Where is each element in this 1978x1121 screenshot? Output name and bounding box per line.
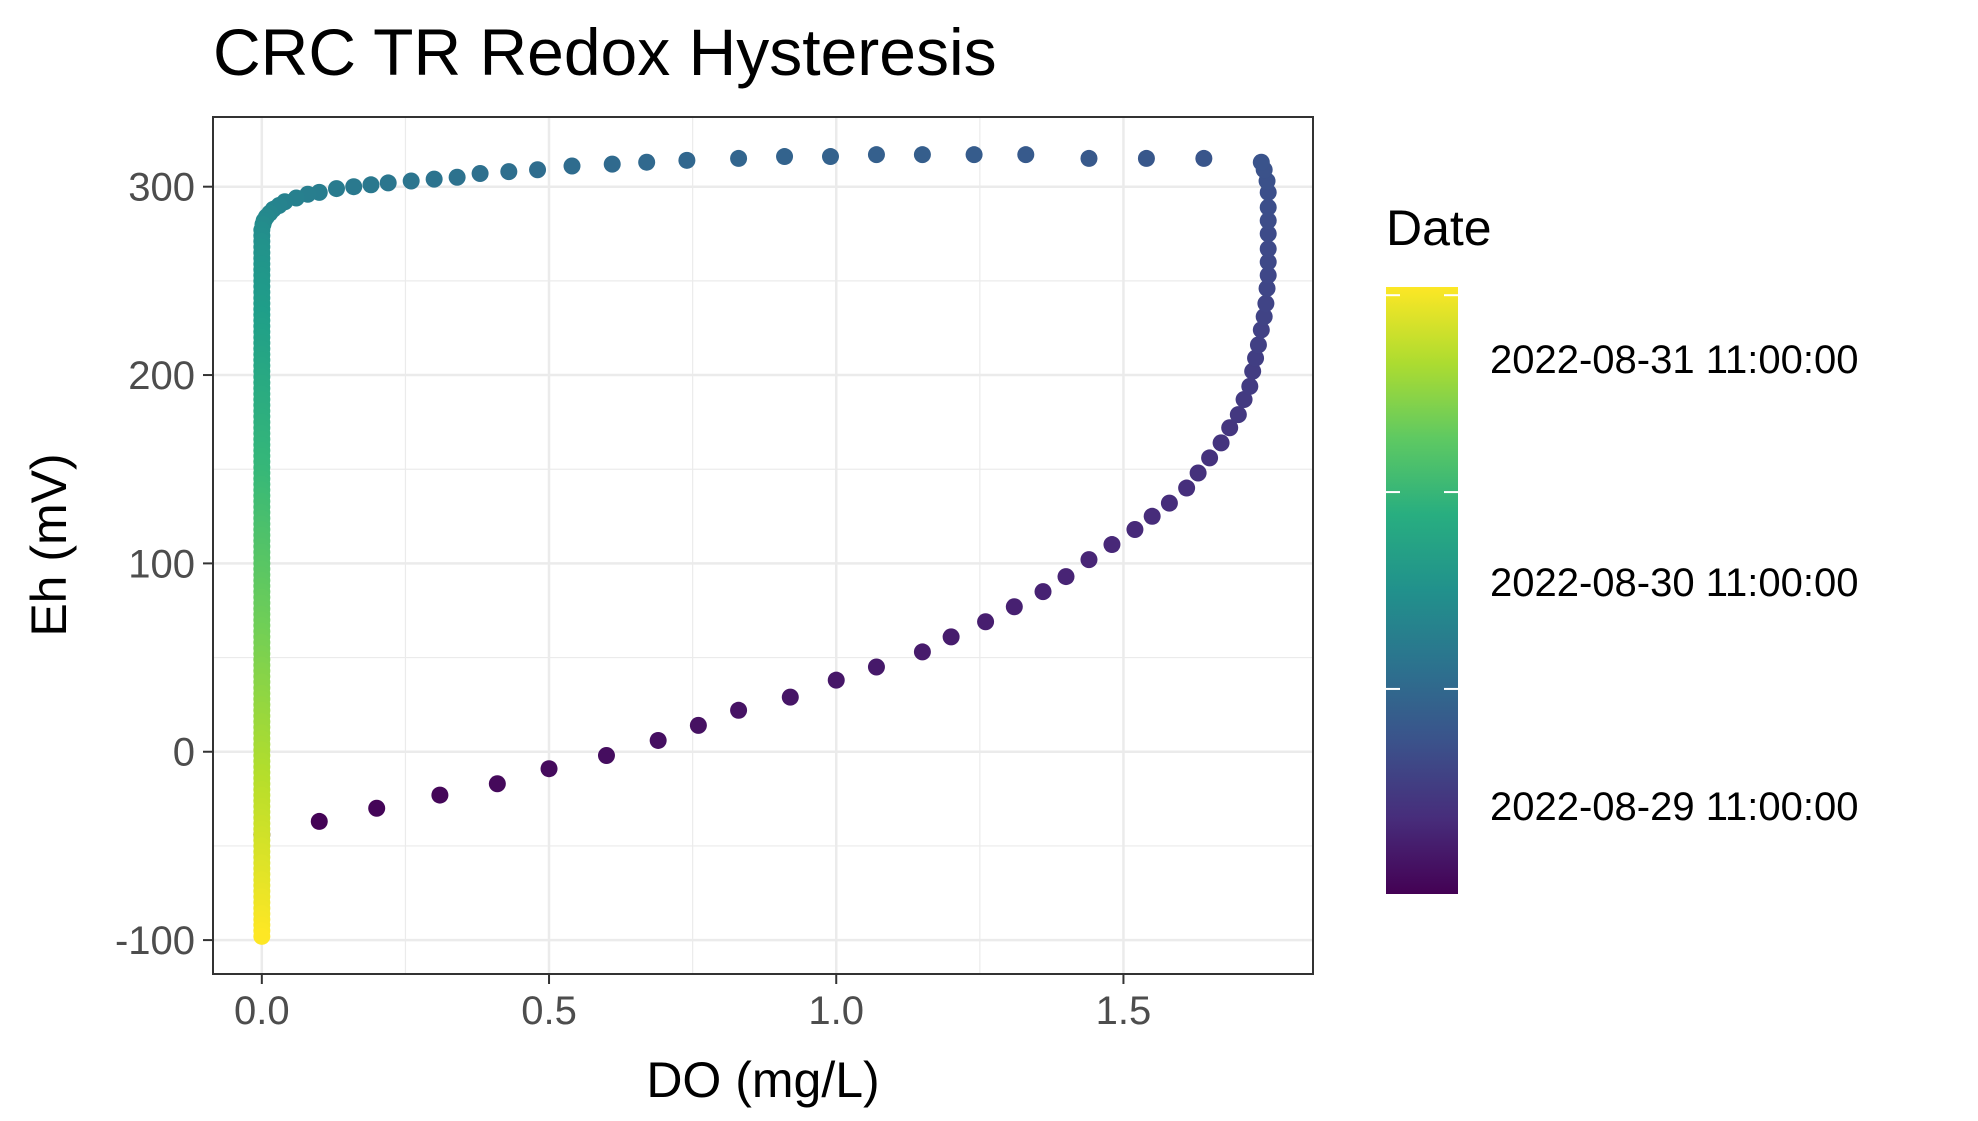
data-point bbox=[1017, 146, 1035, 164]
legend-label-2022-08-31: 2022-08-31 11:00:00 bbox=[1490, 338, 1858, 382]
data-point bbox=[1034, 583, 1052, 601]
data-point bbox=[500, 163, 518, 181]
data-point bbox=[821, 148, 839, 166]
data-point bbox=[1212, 434, 1230, 452]
data-point bbox=[827, 671, 845, 689]
data-point bbox=[1259, 212, 1277, 230]
x-axis-title: DO (mg/L) bbox=[646, 1052, 879, 1108]
data-points bbox=[253, 146, 1277, 945]
data-point bbox=[1258, 279, 1276, 297]
data-point bbox=[867, 146, 885, 164]
plot-panel-background bbox=[213, 117, 1313, 974]
data-point bbox=[368, 799, 386, 817]
data-point bbox=[1195, 149, 1213, 167]
data-point bbox=[1259, 253, 1277, 271]
data-point bbox=[1103, 536, 1121, 554]
legend-title: Date bbox=[1386, 200, 1492, 256]
data-point bbox=[1201, 449, 1219, 467]
data-point bbox=[362, 176, 380, 194]
y-tick-label: 200 bbox=[128, 354, 195, 398]
data-point bbox=[1160, 494, 1178, 512]
data-point bbox=[1252, 321, 1270, 339]
y-tick-label: 100 bbox=[128, 542, 195, 586]
data-point bbox=[1244, 362, 1262, 380]
data-point bbox=[603, 155, 621, 173]
data-point bbox=[1257, 294, 1275, 312]
data-point bbox=[1229, 406, 1247, 424]
data-point bbox=[1255, 308, 1273, 326]
legend-label-2022-08-30: 2022-08-30 11:00:00 bbox=[1490, 561, 1858, 605]
data-point bbox=[638, 153, 656, 171]
y-tick-label: 300 bbox=[128, 166, 195, 210]
data-point bbox=[913, 643, 931, 661]
data-point bbox=[977, 613, 995, 631]
legend-ticks bbox=[1386, 294, 1458, 690]
data-point bbox=[1005, 598, 1023, 616]
data-point bbox=[730, 149, 748, 167]
grid-lines bbox=[213, 117, 1313, 974]
data-point bbox=[1259, 198, 1277, 216]
data-point bbox=[597, 747, 615, 765]
data-point bbox=[1241, 377, 1259, 395]
data-point bbox=[781, 688, 799, 706]
data-point bbox=[529, 161, 547, 179]
data-point bbox=[913, 146, 931, 164]
data-point bbox=[253, 927, 271, 945]
data-point bbox=[1057, 568, 1075, 586]
x-tick-label: 1.5 bbox=[1096, 989, 1152, 1033]
plot-panel-border bbox=[212, 116, 1314, 975]
data-point bbox=[327, 180, 345, 198]
data-point bbox=[1137, 149, 1155, 167]
data-point bbox=[649, 731, 667, 749]
data-point bbox=[471, 165, 489, 183]
legend-label-2022-08-29: 2022-08-29 11:00:00 bbox=[1490, 785, 1858, 829]
y-tick-label: -100 bbox=[115, 919, 195, 963]
data-point bbox=[1221, 419, 1239, 437]
y-axis: -100 0 100 200 300 bbox=[115, 166, 213, 963]
data-point bbox=[310, 812, 328, 830]
data-point bbox=[776, 148, 794, 166]
data-point bbox=[1178, 479, 1196, 497]
data-point bbox=[730, 701, 748, 719]
data-point bbox=[1126, 520, 1144, 538]
data-point bbox=[867, 658, 885, 676]
x-tick-label: 0.5 bbox=[521, 989, 577, 1033]
legend-colorbar bbox=[1386, 287, 1458, 894]
data-point bbox=[965, 146, 983, 164]
data-point bbox=[488, 775, 506, 793]
data-point bbox=[689, 716, 707, 734]
data-point bbox=[1143, 507, 1161, 525]
data-point bbox=[1252, 153, 1270, 171]
data-point bbox=[448, 168, 466, 186]
chart-title: CRC TR Redox Hysteresis bbox=[213, 15, 997, 89]
data-point bbox=[379, 174, 397, 192]
data-point bbox=[1259, 266, 1277, 284]
data-point bbox=[345, 178, 363, 196]
x-axis: 0.0 0.5 1.0 1.5 bbox=[234, 974, 1151, 1033]
data-point bbox=[678, 151, 696, 169]
data-point bbox=[563, 157, 581, 175]
data-point bbox=[942, 628, 960, 646]
data-point bbox=[1259, 240, 1277, 258]
data-point bbox=[1249, 336, 1267, 354]
data-point bbox=[1080, 149, 1098, 167]
data-point bbox=[431, 786, 449, 804]
x-tick-label: 0.0 bbox=[234, 989, 290, 1033]
y-tick-label: 0 bbox=[173, 731, 195, 775]
data-point bbox=[425, 170, 443, 188]
data-point bbox=[540, 760, 558, 778]
data-point bbox=[1189, 464, 1207, 482]
data-point bbox=[1259, 225, 1277, 243]
data-point bbox=[1247, 349, 1265, 367]
data-point bbox=[1080, 551, 1098, 569]
y-axis-title: Eh (mV) bbox=[21, 453, 77, 636]
data-point bbox=[402, 172, 420, 190]
x-tick-label: 1.0 bbox=[808, 989, 864, 1033]
legend: Date 2022-08-31 11:00:00 2022-08-30 11:0… bbox=[1386, 200, 1858, 894]
data-point bbox=[1235, 391, 1253, 409]
